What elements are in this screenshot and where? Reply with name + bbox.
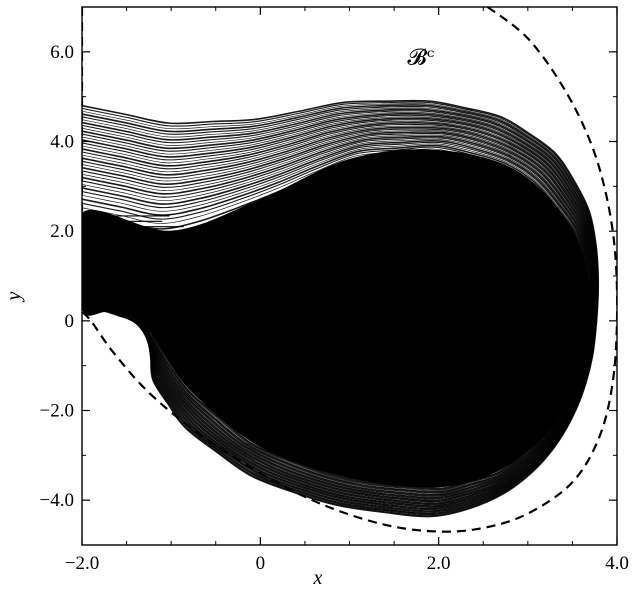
y-tick-labels: −4.0 −2.0 0 2.0 4.0 6.0 bbox=[40, 42, 74, 511]
y-tick-label: −2.0 bbox=[40, 401, 74, 422]
boundary-dashed-line bbox=[82, 7, 617, 533]
y-tick-label: 6.0 bbox=[50, 42, 74, 63]
x-tick-label: 0 bbox=[256, 553, 266, 574]
x-tick-label: 2.0 bbox=[427, 553, 451, 574]
y-tick-label: −4.0 bbox=[40, 490, 74, 511]
x-tick-label: 4.0 bbox=[605, 553, 629, 574]
orbit-line bbox=[82, 139, 593, 494]
x-tick-label: −2.0 bbox=[65, 553, 99, 574]
orbit-band bbox=[82, 99, 600, 518]
y-tick-label: 4.0 bbox=[50, 132, 74, 153]
y-axis-label: y bbox=[3, 291, 25, 302]
orbit-line bbox=[82, 126, 595, 503]
plot-area bbox=[82, 7, 617, 533]
orbit-line bbox=[82, 122, 596, 505]
orbit-line bbox=[82, 131, 595, 500]
y-tick-label: 0 bbox=[65, 311, 75, 332]
region-label-b-complement: 𝓑ᶜ bbox=[407, 45, 434, 70]
axis-ticks bbox=[81, 6, 618, 546]
y-tick-label: 2.0 bbox=[50, 221, 74, 242]
orbit-streaks bbox=[82, 215, 184, 308]
orbit-line bbox=[82, 99, 600, 518]
orbit-core bbox=[82, 149, 592, 488]
orbit-line bbox=[82, 135, 594, 497]
x-tick-labels: −2.0 0 2.0 4.0 bbox=[65, 553, 629, 574]
x-axis-label: x bbox=[313, 567, 323, 589]
